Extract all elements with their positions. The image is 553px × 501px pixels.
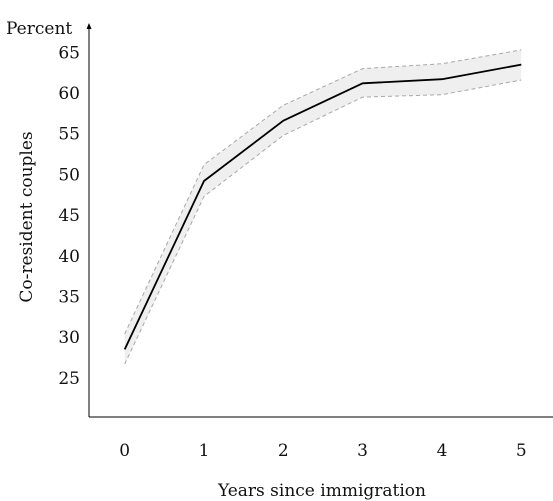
y-tick-label: 40 [58, 247, 80, 267]
x-tick-label: 1 [199, 441, 210, 461]
y-tick-label: 35 [58, 288, 80, 308]
x-tick-label: 2 [278, 441, 289, 461]
series-line [123, 63, 522, 350]
series-line-group [123, 63, 522, 350]
x-tick-label: 5 [516, 441, 527, 461]
x-tick-label: 3 [357, 441, 368, 461]
x-tick-label: 0 [119, 441, 130, 461]
y-tick-label: 55 [58, 125, 80, 145]
confidence-band-area [124, 49, 522, 365]
y-axis-arrow-icon [86, 23, 92, 29]
axes [86, 23, 553, 418]
upper-bound-line [124, 49, 522, 335]
x-axis-title: Years since immigration [217, 481, 426, 501]
confidence-band [124, 49, 522, 365]
y-tick-label: 50 [58, 165, 80, 185]
y-tick-label: 60 [58, 84, 80, 104]
y-unit-label: Percent [6, 19, 72, 39]
lower-bound-line [124, 79, 522, 365]
y-tick-label: 45 [58, 206, 80, 226]
y-tick-label: 30 [58, 328, 80, 348]
y-tick-label: 25 [58, 369, 80, 389]
y-axis-title: Co-resident couples [17, 131, 37, 302]
y-tick-label: 65 [58, 43, 80, 63]
x-tick-label: 4 [437, 441, 448, 461]
